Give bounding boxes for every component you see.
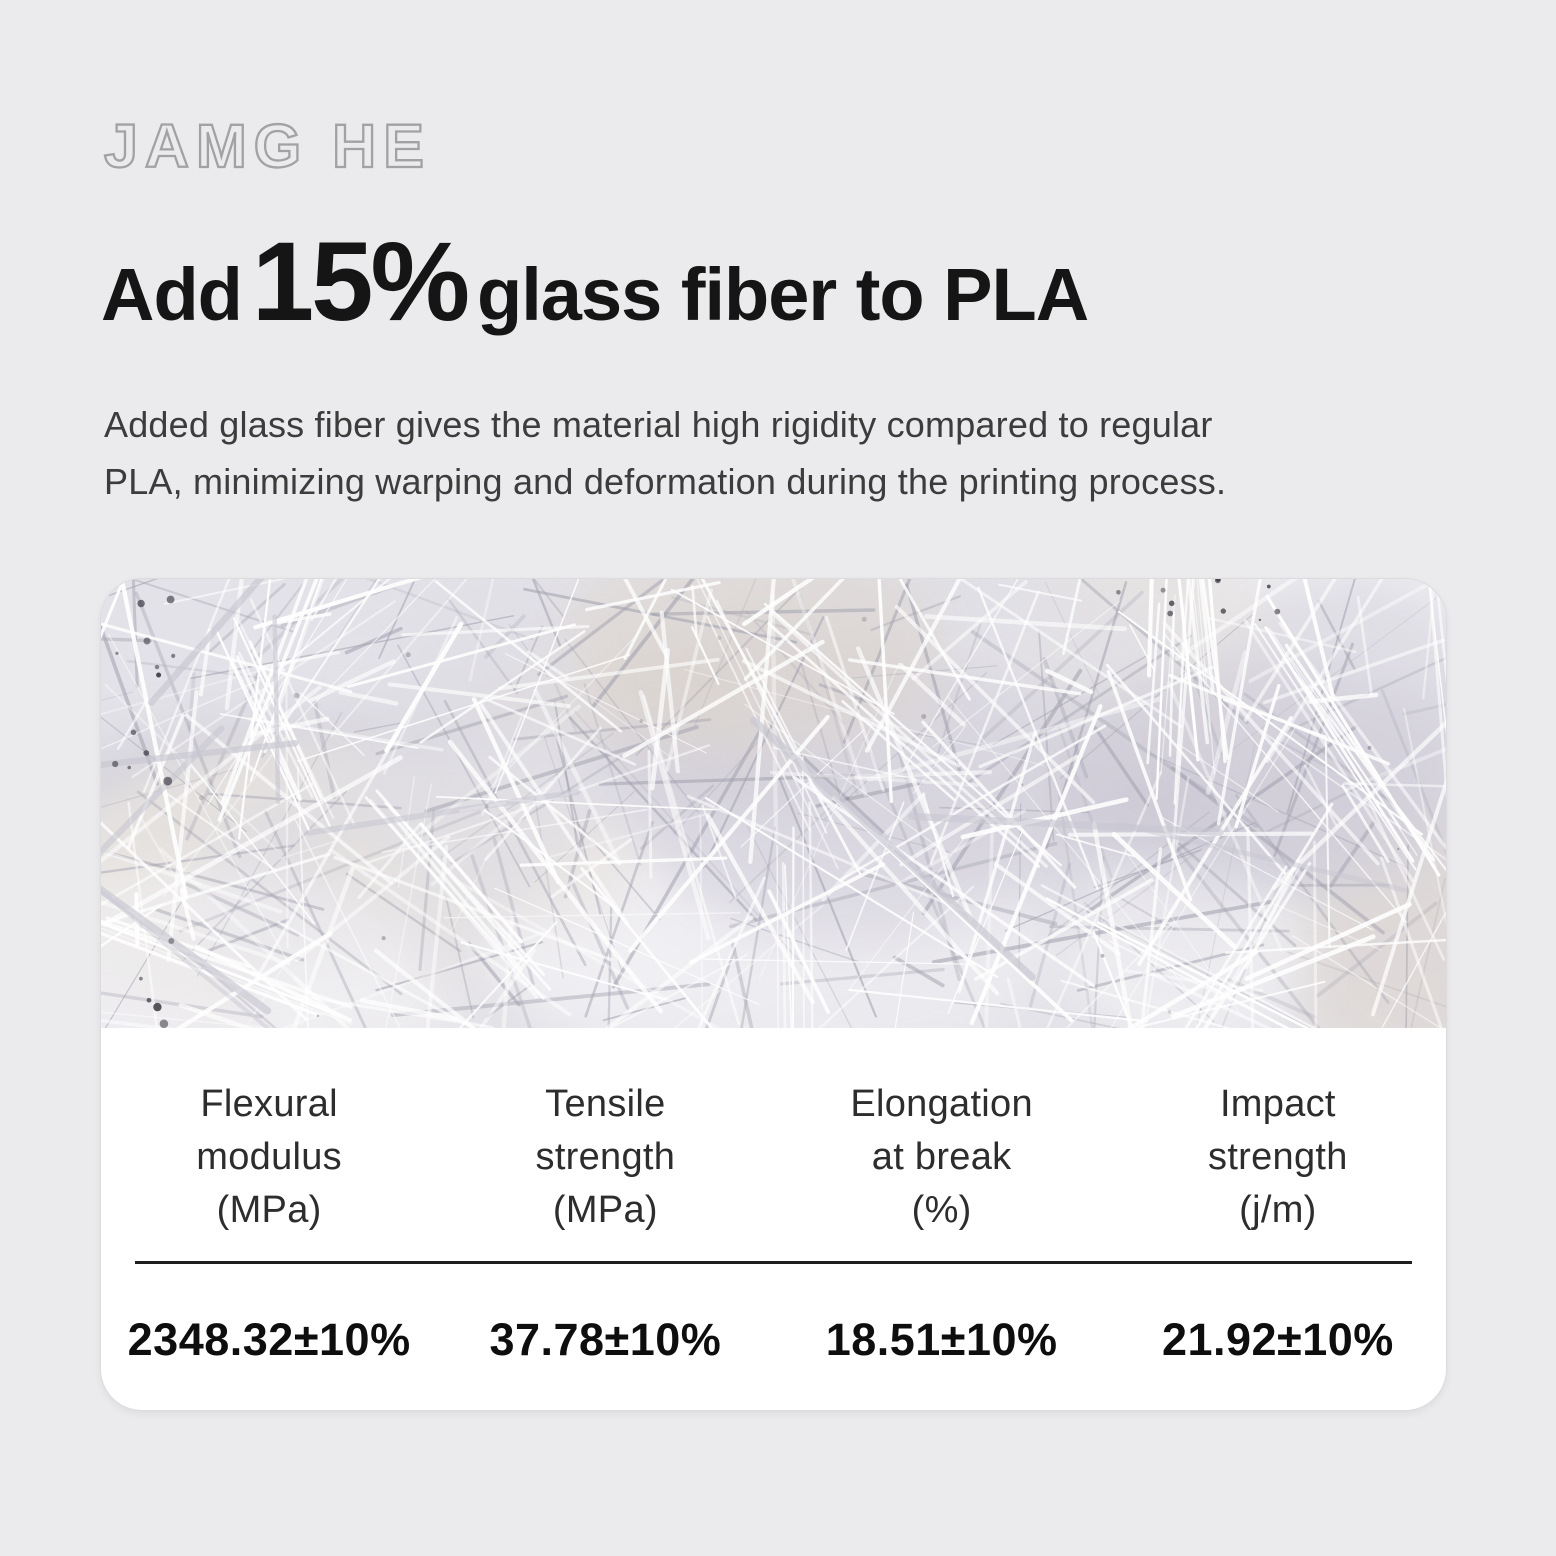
column-header-tensile-strength: Tensile strength (MPa) [535, 1083, 676, 1231]
headline-highlight-percentage: 15% [251, 219, 470, 344]
value-tensile-strength: 37.78±10% [489, 1314, 722, 1365]
spec-table: Flexural modulus (MPa) Tensile strength … [101, 1028, 1446, 1366]
value-flexural-modulus: 2348.32±10% [127, 1314, 411, 1365]
column-header-flexural-modulus: Flexural modulus (MPa) [196, 1083, 342, 1231]
column-header-impact-strength: Impact strength (j/m) [1208, 1083, 1348, 1231]
page-title: Add15% glass fiber to PLA [101, 226, 1089, 338]
glass-fiber-photo [101, 579, 1446, 1028]
brand-logo: JAMG HE [103, 112, 431, 180]
headline-prefix: Add [101, 253, 243, 336]
description-text: Added glass fiber gives the material hig… [104, 396, 1226, 510]
column-header-elongation-at-break: Elongation at break (%) [850, 1083, 1033, 1231]
spec-table-headers: Flexural modulus (MPa) Tensile strength … [101, 1078, 1446, 1237]
value-impact-strength: 21.92±10% [1161, 1314, 1394, 1365]
glass-fiber-texture [101, 579, 1446, 1028]
description-line-1: Added glass fiber gives the material hig… [104, 404, 1213, 445]
description-line-2: PLA, minimizing warping and deformation … [104, 461, 1227, 502]
value-elongation-at-break: 18.51±10% [825, 1314, 1058, 1365]
spec-card: Flexural modulus (MPa) Tensile strength … [100, 578, 1447, 1411]
headline-suffix: glass fiber to PLA [477, 253, 1089, 336]
spec-table-values: 2348.32±10% 37.78±10% 18.51±10% 21.92±10… [101, 1314, 1446, 1366]
table-divider [135, 1261, 1412, 1264]
